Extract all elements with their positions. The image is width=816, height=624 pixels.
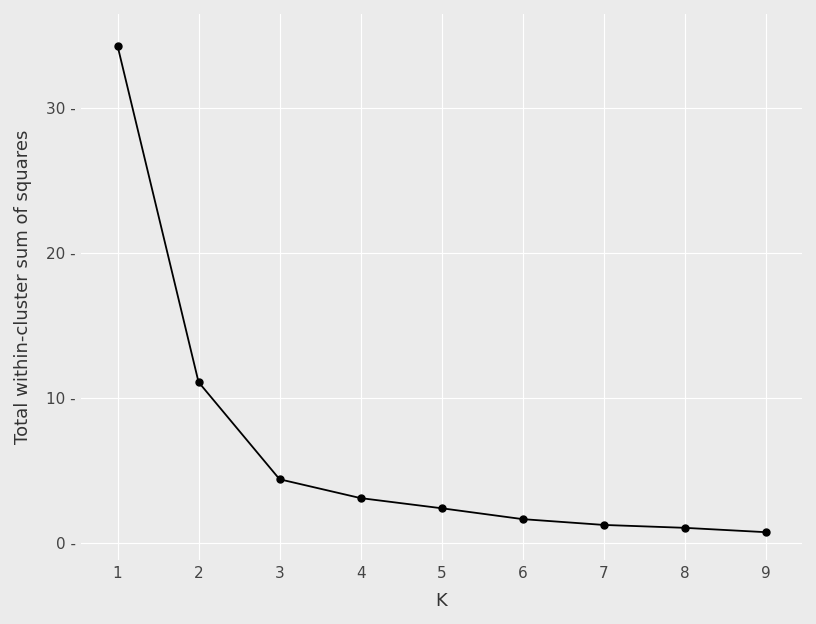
Y-axis label: Total within-cluster sum of squares: Total within-cluster sum of squares — [14, 130, 32, 444]
X-axis label: K: K — [436, 592, 447, 610]
